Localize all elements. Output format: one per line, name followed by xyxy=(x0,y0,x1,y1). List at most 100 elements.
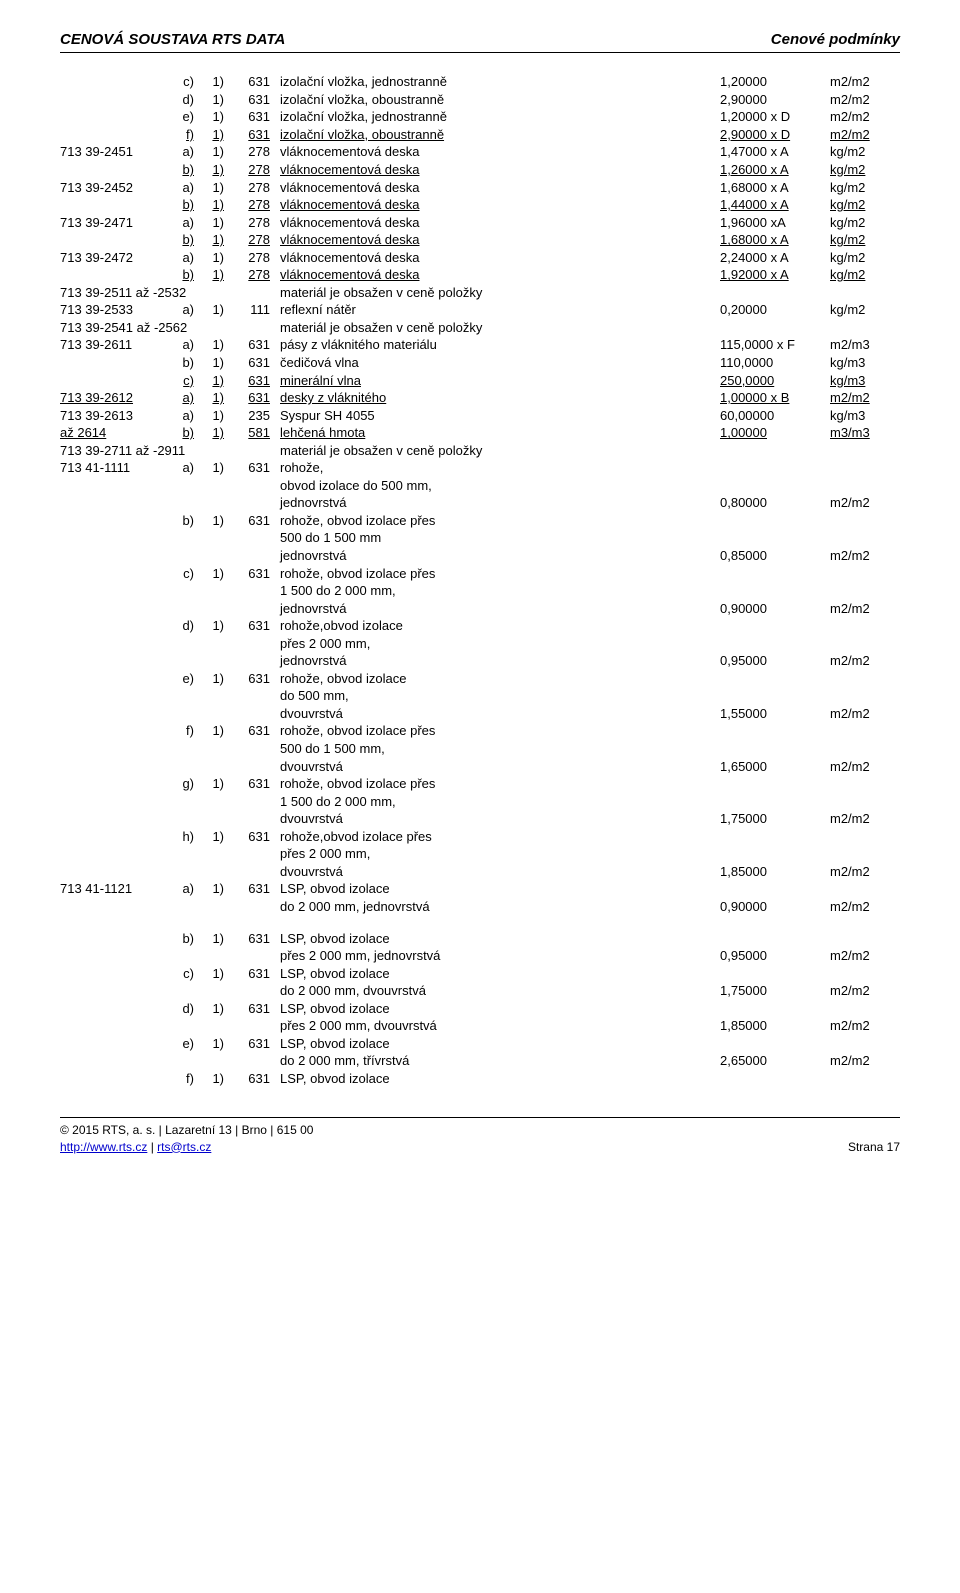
cell-n: 1) xyxy=(200,512,230,530)
cell-code: 713 41-1111 xyxy=(60,459,170,477)
table-row: e)1)631LSP, obvod izolace xyxy=(60,1035,900,1053)
cell-sub: a) xyxy=(170,407,200,425)
cell-m: 631 xyxy=(230,617,280,635)
table-row: 713 39-2452a)1)278vláknocementová deska1… xyxy=(60,179,900,197)
table-row: 500 do 1 500 mm, xyxy=(60,740,900,758)
cell-code: 713 39-2711 až -2911 xyxy=(60,442,280,460)
cell-m: 278 xyxy=(230,143,280,161)
cell-unit: m2/m2 xyxy=(830,108,900,126)
cell-desc: rohože, obvod izolace přes xyxy=(280,722,720,740)
cell-code: 713 39-2611 xyxy=(60,336,170,354)
cell-desc: 1 500 do 2 000 mm, xyxy=(280,793,720,811)
cell-n: 1) xyxy=(200,179,230,197)
cell-desc: přes 2 000 mm, dvouvrstvá xyxy=(280,1017,720,1035)
cell-desc: LSP, obvod izolace xyxy=(280,1070,720,1088)
table-row: b)1)631rohože, obvod izolace přes xyxy=(60,512,900,530)
table-row: e)1)631rohože, obvod izolace xyxy=(60,670,900,688)
cell-n: 1) xyxy=(200,389,230,407)
cell-n: 1) xyxy=(200,372,230,390)
cell-val: 1,68000 x A xyxy=(720,179,830,197)
cell-m: 111 xyxy=(230,301,280,319)
cell-val: 0,80000 xyxy=(720,494,830,512)
cell-sub: a) xyxy=(170,459,200,477)
cell-desc: vláknocementová deska xyxy=(280,161,720,179)
cell-desc: rohože, obvod izolace přes xyxy=(280,565,720,583)
table-row: 713 39-2612a)1)631desky z vláknitého1,00… xyxy=(60,389,900,407)
cell-desc: izolační vložka, jednostranně xyxy=(280,73,720,91)
cell-sub: a) xyxy=(170,214,200,232)
cell-m: 278 xyxy=(230,266,280,284)
cell-n: 1) xyxy=(200,459,230,477)
cell-desc: izolační vložka, oboustranně xyxy=(280,91,720,109)
cell-desc: minerální vlna xyxy=(280,372,720,390)
table-row: b)1)631LSP, obvod izolace xyxy=(60,930,900,948)
cell-sub: g) xyxy=(170,775,200,793)
cell-sub: a) xyxy=(170,880,200,898)
cell-unit: m2/m2 xyxy=(830,810,900,828)
cell-sub: b) xyxy=(170,196,200,214)
table-row: přes 2 000 mm, xyxy=(60,845,900,863)
cell-sub: c) xyxy=(170,73,200,91)
cell-desc: přes 2 000 mm, xyxy=(280,635,720,653)
cell-sub: a) xyxy=(170,301,200,319)
footer-url-link[interactable]: http://www.rts.cz xyxy=(60,1140,147,1154)
table-row: b)1)278vláknocementová deska1,26000 x Ak… xyxy=(60,161,900,179)
cell-unit: kg/m3 xyxy=(830,354,900,372)
cell-m: 631 xyxy=(230,336,280,354)
cell-n: 1) xyxy=(200,214,230,232)
cell-unit: kg/m2 xyxy=(830,196,900,214)
table-row: c)1)631minerální vlna250,0000kg/m3 xyxy=(60,372,900,390)
cell-n: 1) xyxy=(200,73,230,91)
cell-unit: kg/m2 xyxy=(830,301,900,319)
cell-val: 2,65000 xyxy=(720,1052,830,1070)
cell-m: 631 xyxy=(230,512,280,530)
cell-val: 2,90000 xyxy=(720,91,830,109)
table-row: 713 39-2472a)1)278vláknocementová deska2… xyxy=(60,249,900,267)
cell-m: 631 xyxy=(230,965,280,983)
cell-desc: jednovrstvá xyxy=(280,547,720,565)
table-row: 713 39-2611a)1)631pásy z vláknitého mate… xyxy=(60,336,900,354)
cell-val: 1,68000 x A xyxy=(720,231,830,249)
cell-unit: kg/m2 xyxy=(830,266,900,284)
cell-desc: rohože,obvod izolace přes xyxy=(280,828,720,846)
cell-desc: vláknocementová deska xyxy=(280,249,720,267)
cell-desc: LSP, obvod izolace xyxy=(280,1035,720,1053)
cell-n: 1) xyxy=(200,161,230,179)
cell-n: 1) xyxy=(200,126,230,144)
cell-val: 1,75000 xyxy=(720,982,830,1000)
cell-val: 0,90000 xyxy=(720,898,830,916)
table-row: c)1)631rohože, obvod izolace přes xyxy=(60,565,900,583)
cell-sub: d) xyxy=(170,617,200,635)
cell-m: 631 xyxy=(230,372,280,390)
cell-code: 713 39-2541 až -2562 xyxy=(60,319,280,337)
footer-rule xyxy=(60,1117,900,1118)
cell-desc: do 2 000 mm, dvouvrstvá xyxy=(280,982,720,1000)
cell-unit: kg/m2 xyxy=(830,179,900,197)
cell-val: 110,0000 xyxy=(720,354,830,372)
header-right: Cenové podmínky xyxy=(771,30,900,50)
cell-m: 581 xyxy=(230,424,280,442)
table-row: b)1)631čedičová vlna110,0000kg/m3 xyxy=(60,354,900,372)
cell-unit: m2/m2 xyxy=(830,947,900,965)
cell-m: 278 xyxy=(230,214,280,232)
table-row: d)1)631rohože,obvod izolace xyxy=(60,617,900,635)
cell-n: 1) xyxy=(200,775,230,793)
cell-n: 1) xyxy=(200,424,230,442)
cell-sub: d) xyxy=(170,1000,200,1018)
cell-n: 1) xyxy=(200,249,230,267)
cell-desc: do 2 000 mm, jednovrstvá xyxy=(280,898,720,916)
cell-code: 713 39-2533 xyxy=(60,301,170,319)
cell-m: 631 xyxy=(230,1000,280,1018)
cell-unit: m2/m2 xyxy=(830,91,900,109)
table-row: dvouvrstvá1,75000m2/m2 xyxy=(60,810,900,828)
footer-email-link[interactable]: rts@rts.cz xyxy=(157,1140,211,1154)
cell-unit: m2/m2 xyxy=(830,494,900,512)
cell-val: 1,44000 x A xyxy=(720,196,830,214)
table-row: do 500 mm, xyxy=(60,687,900,705)
header-rule xyxy=(60,52,900,53)
cell-val: 1,00000 x B xyxy=(720,389,830,407)
cell-val: 0,20000 xyxy=(720,301,830,319)
cell-unit: kg/m2 xyxy=(830,231,900,249)
table-row: do 2 000 mm, jednovrstvá0,90000m2/m2 xyxy=(60,898,900,916)
table-row: jednovrstvá0,90000m2/m2 xyxy=(60,600,900,618)
